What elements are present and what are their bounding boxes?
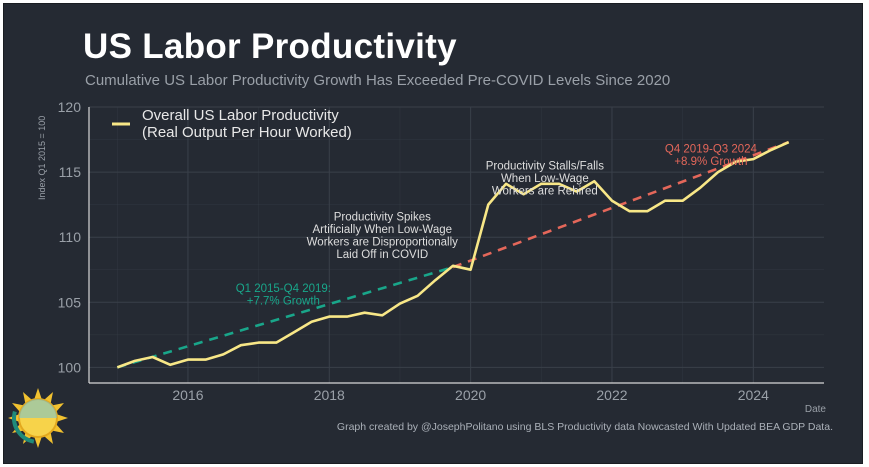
annotation-text: Q4 2019-Q3 2024 xyxy=(665,144,758,156)
legend-label: (Real Output Per Hour Worked) xyxy=(142,124,352,141)
annotation-text: Artificially When Low-Wage xyxy=(313,224,453,236)
annotation-text: Laid Off in COVID xyxy=(336,249,428,261)
x-axis-label: Date xyxy=(805,404,827,415)
x-tick-label: 2016 xyxy=(172,387,203,403)
x-tick-label: 2020 xyxy=(455,387,486,403)
x-tick-label: 2018 xyxy=(314,387,345,403)
annotation-text: Productivity Spikes xyxy=(334,211,431,223)
annotation-text: +7.7% Growth xyxy=(247,295,320,307)
credit-line: Graph created by @JosephPolitano using B… xyxy=(336,421,833,433)
annotation-text: Workers are Disproportionally xyxy=(307,236,459,248)
annotation-text: +8.9% Growth xyxy=(674,156,747,168)
annotation-text: When Low-Wage xyxy=(501,173,589,185)
legend-label: Overall US Labor Productivity xyxy=(142,107,339,124)
y-tick-label: 115 xyxy=(59,164,82,180)
annotation-text: Workers are Rehired xyxy=(492,185,598,197)
pre-covid-trend-line xyxy=(116,265,454,369)
chart-subtitle: Cumulative US Labor Productivity Growth … xyxy=(85,72,671,89)
y-tick-label: 100 xyxy=(58,359,82,375)
chart-title: US Labor Productivity xyxy=(83,27,457,66)
y-tick-label: 120 xyxy=(58,99,82,115)
annotation-text: Productivity Stalls/Falls xyxy=(486,160,604,172)
annotation-text: Q1 2015-Q4 2019: xyxy=(236,283,331,295)
y-tick-label: 110 xyxy=(59,229,82,245)
x-tick-label: 2022 xyxy=(596,387,627,403)
chart-panel xyxy=(3,3,863,464)
productivity-series-line xyxy=(116,141,790,369)
x-tick-label: 2024 xyxy=(738,387,769,403)
sun-logo-icon xyxy=(8,388,68,448)
y-tick-label: 105 xyxy=(58,294,82,310)
